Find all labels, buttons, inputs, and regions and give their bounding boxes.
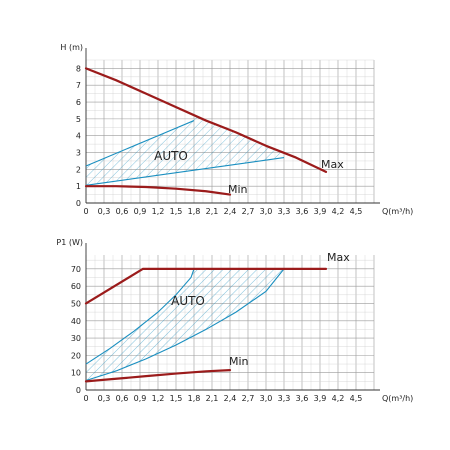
y-tick-label: 60	[71, 282, 81, 291]
head-chart: 0 0,3 0,6 0,9 1,2 1,5 1,8 2,1 2,4 2,7 3,0 3,3 3,6 3,9…	[60, 43, 413, 216]
y-tick-label: 5	[76, 115, 81, 124]
x-tick-label: 3,9	[314, 394, 327, 403]
auto-lower-boundary	[85, 268, 285, 382]
y-tick-label: 6	[76, 98, 81, 107]
curve-label-min: Min	[228, 183, 248, 196]
x-tick-label: 0,9	[134, 207, 147, 216]
x-tick-label: 3,3	[278, 394, 291, 403]
x-tick-label: 0,6	[116, 207, 129, 216]
y-axis-label: P1 (W)	[56, 238, 83, 247]
x-tick-label: 0,6	[116, 394, 129, 403]
x-tick-label: 3,0	[260, 207, 273, 216]
y-tick-label: 50	[71, 299, 81, 308]
x-tick-label: 1,2	[152, 394, 165, 403]
x-tick-label: 4,2	[332, 207, 345, 216]
x-tick-label: 1,8	[188, 394, 201, 403]
curve-max	[84, 67, 328, 173]
y-tick-label: 10	[71, 369, 81, 378]
x-tick-label: 3,6	[296, 207, 309, 216]
auto-region-label: AUTO	[154, 149, 188, 163]
x-tick-label: 4,5	[350, 207, 363, 216]
x-tick-label: 2,4	[224, 394, 237, 403]
x-tick-label: 1,8	[188, 207, 201, 216]
y-tick-label: 30	[71, 334, 81, 343]
auto-region-label: AUTO	[171, 294, 205, 308]
curve-min	[84, 185, 232, 196]
x-tick-label: 3,9	[314, 207, 327, 216]
x-tick-label: 0	[83, 207, 88, 216]
x-tick-label: 0,3	[98, 394, 111, 403]
y-tick-label: 8	[76, 64, 81, 73]
x-tick-label: 4,2	[332, 394, 345, 403]
y-tick-label: 4	[76, 132, 81, 141]
y-tick-label: 2	[76, 165, 81, 174]
curve-min	[84, 368, 232, 383]
x-tick-label: 0,9	[134, 394, 147, 403]
x-tick-label: 0,3	[98, 207, 111, 216]
x-tick-label: 3,6	[296, 394, 309, 403]
power-chart: 0 0,3 0,6 0,9 1,2 1,5 1,8 2,1 2,4 2,7 3,0 3,3 3,6 3,9…	[56, 238, 413, 403]
x-axis-label: Q(m³/h)	[382, 394, 413, 403]
y-tick-label: 0	[76, 386, 81, 395]
auto-upper-boundary	[85, 120, 195, 167]
x-tick-label: 1,2	[152, 207, 165, 216]
y-tick-label: 70	[71, 265, 81, 274]
x-tick-label: 3,3	[278, 207, 291, 216]
curve-label-max: Max	[321, 158, 344, 171]
x-tick-label: 1,5	[170, 394, 183, 403]
auto-lower-boundary	[85, 157, 285, 186]
curve-label-max: Max	[327, 251, 350, 264]
y-tick-label: 7	[76, 81, 81, 90]
auto-region-fill	[86, 268, 284, 381]
x-tick-label: 1,5	[170, 207, 183, 216]
x-tick-label: 2,1	[206, 394, 219, 403]
y-tick-label: 40	[71, 317, 81, 326]
x-tick-label: 2,7	[242, 207, 255, 216]
x-tick-label: 0	[83, 394, 88, 403]
y-tick-label: 3	[76, 149, 81, 158]
curve-max	[84, 267, 328, 305]
x-tick-label: 2,7	[242, 394, 255, 403]
x-tick-label: 2,1	[206, 207, 219, 216]
x-tick-label: 2,4	[224, 207, 237, 216]
x-tick-label: 4,5	[350, 394, 363, 403]
y-tick-label: 1	[76, 182, 81, 191]
auto-upper-boundary	[85, 268, 195, 365]
curve-label-min: Min	[229, 355, 249, 368]
y-axis-label: H (m)	[60, 43, 83, 52]
y-tick-label: 0	[76, 199, 81, 208]
y-tick-label: 20	[71, 351, 81, 360]
x-tick-label: 3,0	[260, 394, 273, 403]
x-axis-label: Q(m³/h)	[382, 207, 413, 216]
